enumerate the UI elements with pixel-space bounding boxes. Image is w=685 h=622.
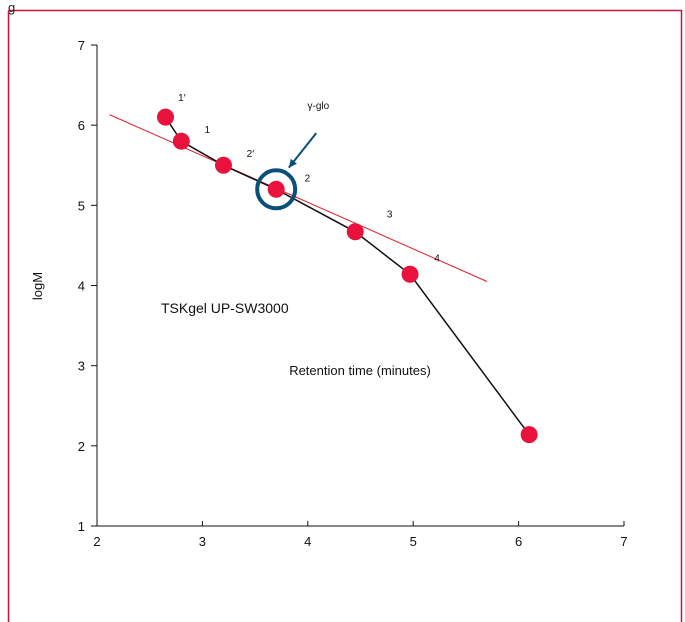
fit-line — [109, 114, 488, 282]
data-point — [520, 426, 538, 444]
data-point — [214, 156, 232, 174]
y-axis-label: logM — [30, 272, 45, 300]
chart-annotation: TSKgel UP-SW3000 — [161, 300, 289, 316]
y-tick-label: 6 — [78, 118, 85, 133]
point-label: 3 — [387, 209, 393, 220]
labels-group: 1′ 1 2′ 2 3 4 — [178, 93, 440, 264]
y-tick-label: 7 — [78, 38, 85, 53]
x-tick-label: 4 — [304, 534, 311, 549]
fit-line-group — [109, 114, 488, 282]
point-label: 2′ — [247, 149, 255, 160]
x-tick-label: 3 — [199, 534, 206, 549]
data-point — [346, 223, 364, 241]
x-tick-label: 5 — [410, 534, 417, 549]
point-label: 2 — [305, 173, 311, 184]
data-point — [172, 132, 190, 150]
point-label: 1′ — [178, 93, 186, 104]
x-tick-label: 7 — [620, 534, 627, 549]
y-tick-label: 3 — [78, 359, 85, 374]
y-tick-label: 5 — [78, 198, 85, 213]
data-point — [401, 265, 419, 283]
caption-fragment: g — [8, 0, 16, 15]
point-label: 4 — [434, 253, 440, 264]
highlight-group: γ-glo — [255, 101, 330, 211]
data-point — [267, 180, 285, 198]
x-tick-label: 2 — [93, 534, 100, 549]
y-tick-label: 1 — [78, 519, 85, 534]
y-tick-label: 2 — [78, 439, 85, 454]
point-label: 1 — [205, 125, 211, 136]
y-tick-label: 4 — [78, 279, 85, 294]
highlight-label: γ-glo — [307, 101, 329, 112]
highlight-arrow-head — [288, 158, 297, 168]
points-group — [157, 108, 538, 444]
data-point — [157, 108, 175, 126]
x-axis-label: Retention time (minutes) — [289, 363, 431, 378]
highlight-ring — [255, 168, 298, 211]
x-tick-label: 6 — [515, 534, 522, 549]
